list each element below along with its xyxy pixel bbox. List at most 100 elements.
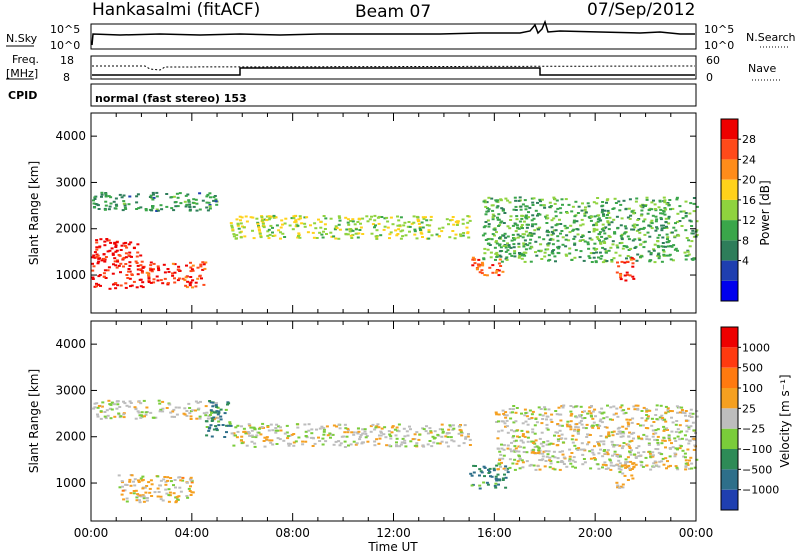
- velocity-feature: [204, 400, 233, 438]
- velocity-ytick-label: 3000: [55, 383, 86, 397]
- velocity-data-layer: [92, 399, 699, 504]
- power-ylabel: Slant Range [km]: [27, 161, 41, 265]
- power-ytick-label: 2000: [55, 222, 86, 236]
- power-colorbar-tick: 8: [742, 234, 749, 247]
- power-feature: [91, 238, 145, 290]
- power-colorbar-tick: 24: [742, 153, 756, 166]
- nave-trace: [92, 65, 696, 71]
- xtick-label: 04:00: [175, 526, 210, 540]
- velocity-colorbar-tick: 100: [742, 382, 763, 395]
- freq-panel: Freq. [MHz] 18 8 60 0 Nave: [6, 53, 780, 84]
- nsky-label: N.Sky: [6, 32, 38, 45]
- velocity-colorbar-segment: [721, 489, 738, 510]
- beam-title: Beam 07: [355, 2, 431, 22]
- velocity-colorbar-segment: [721, 367, 738, 388]
- freq-trace: [92, 67, 695, 76]
- cpid-label: CPID: [8, 89, 37, 102]
- power-ytick-label: 4000: [55, 129, 86, 143]
- cpid-value: normal (fast stereo) 153: [95, 92, 247, 105]
- power-ytick-label: 1000: [55, 268, 86, 282]
- nsky-panel: N.Sky 10^5 10^0 10^5 10^0 N.Search: [6, 19, 796, 52]
- power-colorbar-segment: [721, 260, 738, 281]
- power-data-layer: [91, 191, 699, 290]
- xtick-label: 20:00: [578, 526, 613, 540]
- velocity-colorbar-segment: [721, 327, 738, 348]
- velocity-feature: [469, 464, 510, 490]
- velocity-feature: [117, 474, 195, 504]
- power-feature: [229, 214, 472, 240]
- nsearch-tick-bottom: 10^0: [704, 39, 734, 52]
- velocity-colorbar-label: Velocity [m s⁻¹]: [778, 374, 792, 467]
- velocity-colorbar-tick: −25: [742, 423, 765, 436]
- velocity-ylabel: Slant Range [km]: [27, 369, 41, 473]
- velocity-panel: 4000 3000 2000 1000 Slant Range [km]: [27, 320, 699, 522]
- velocity-xticks: [90, 321, 697, 521]
- xtick-label: 00:00: [74, 526, 109, 540]
- xlabel: Time UT: [367, 540, 418, 554]
- power-feature: [615, 257, 636, 282]
- velocity-colorbar-segment: [721, 388, 738, 409]
- nsearch-tick-top: 10^5: [704, 23, 734, 36]
- freq-tick-bottom: 8: [63, 71, 70, 84]
- velocity-feature: [494, 404, 699, 471]
- power-feature: [141, 261, 208, 289]
- xtick-label: 00:00: [679, 526, 714, 540]
- power-yticks: 4000 3000 2000 1000: [55, 129, 696, 282]
- power-feature: [471, 256, 505, 277]
- cpid-panel: CPID normal (fast stereo) 153: [8, 83, 697, 107]
- power-colorbar-tick: 16: [742, 194, 756, 207]
- velocity-colorbar-segment: [721, 469, 738, 490]
- power-colorbar-tick: 12: [742, 214, 756, 227]
- velocity-colorbar-tick: −100: [742, 443, 772, 456]
- date-title: 07/Sep/2012: [587, 0, 695, 20]
- power-colorbar-tick: 28: [742, 133, 756, 146]
- velocity-colorbar-tick: 1000: [742, 341, 770, 354]
- freq-tick-top: 18: [60, 54, 74, 67]
- nave-tick-top: 60: [706, 54, 720, 67]
- power-colorbar-segment: [721, 199, 738, 221]
- nsky-trace: [91, 19, 695, 46]
- velocity-colorbar: 1000 500 100 25 −25 −100 −500 −1000: [720, 326, 779, 511]
- power-colorbar-label: Power [dB]: [758, 180, 772, 245]
- power-colorbar: 28 24 20 16 12 8 4: [720, 118, 756, 302]
- nsearch-label: N.Search: [746, 31, 796, 44]
- velocity-colorbar-tick: −500: [742, 463, 772, 476]
- velocity-yticks: 4000 3000 2000 1000: [55, 337, 696, 490]
- nsky-tick-top: 10^5: [50, 23, 80, 36]
- velocity-feature: [615, 461, 636, 489]
- power-colorbar-segment: [721, 280, 738, 301]
- freq-label-2: [MHz]: [6, 67, 38, 80]
- velocity-colorbar-segment: [721, 428, 738, 449]
- velocity-ytick-label: 4000: [55, 337, 86, 351]
- power-colorbar-segment: [721, 119, 738, 140]
- x-tick-labels: 00:00 04:00 08:00 12:00 16:00 20:00 00:00: [74, 526, 714, 540]
- nsky-tick-bottom: 10^0: [50, 39, 80, 52]
- station-title: Hankasalmi (fitACF): [92, 0, 260, 20]
- power-ytick-label: 3000: [55, 175, 86, 189]
- power-feature: [92, 191, 219, 212]
- velocity-colorbar-tick: 500: [742, 362, 763, 375]
- velocity-colorbar-tick: 25: [742, 402, 756, 415]
- velocity-feature: [92, 399, 220, 421]
- freq-label-1: Freq.: [12, 53, 39, 66]
- xtick-label: 08:00: [275, 526, 310, 540]
- velocity-colorbar-tick: −1000: [742, 484, 779, 497]
- power-colorbar-segment: [721, 179, 738, 200]
- velocity-ytick-label: 1000: [55, 476, 86, 490]
- xtick-label: 16:00: [477, 526, 512, 540]
- power-colorbar-tick: 20: [742, 174, 756, 187]
- nave-tick-bottom: 0: [706, 71, 713, 84]
- velocity-colorbar-segment: [721, 449, 738, 470]
- velocity-feature: [230, 422, 472, 448]
- xtick-label: 12:00: [376, 526, 411, 540]
- power-panel: 4000 3000 2000 1000 Slant Range [km]: [27, 112, 699, 314]
- power-colorbar-segment: [721, 139, 738, 160]
- power-colorbar-segment: [721, 240, 738, 261]
- nave-label: Nave: [748, 62, 776, 75]
- power-xticks: [90, 113, 697, 313]
- velocity-colorbar-segment: [721, 347, 738, 368]
- power-colorbar-segment: [721, 159, 738, 180]
- power-feature: [481, 196, 699, 264]
- power-colorbar-tick: 4: [742, 255, 749, 268]
